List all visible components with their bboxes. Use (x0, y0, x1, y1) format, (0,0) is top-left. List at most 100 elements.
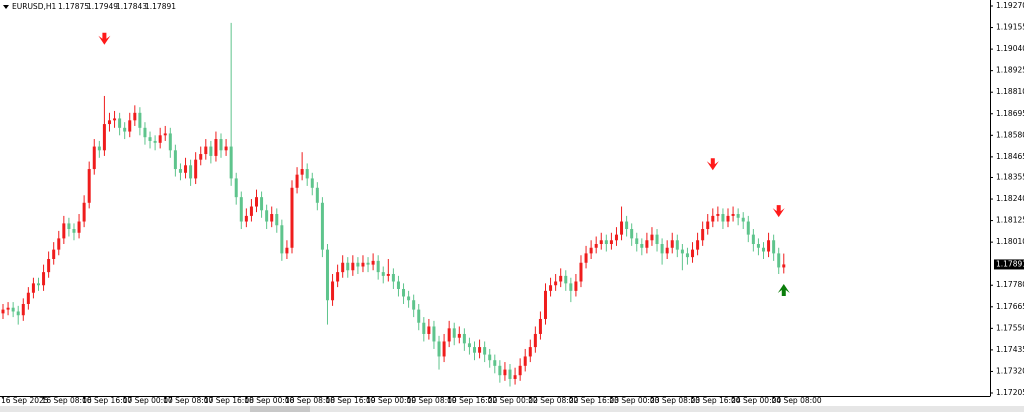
candle-body (92, 146, 96, 170)
candle-body (777, 253, 781, 268)
candle-body (579, 262, 583, 282)
candle-body (194, 159, 198, 179)
candle-body (275, 214, 279, 226)
x-tick-label: 19 Sep 08:00 (407, 396, 457, 405)
candle-body (153, 140, 157, 143)
candle-body (751, 234, 755, 245)
candle-body (554, 281, 558, 286)
x-tick-label: 23 Sep 08:00 (650, 396, 700, 405)
candle-body (107, 120, 111, 125)
candle-body (488, 354, 492, 361)
candle-body (731, 214, 735, 216)
candle-body (47, 259, 51, 273)
candle-body (620, 221, 624, 235)
y-tick-label: 1.18465 (996, 152, 1024, 161)
candle-body (447, 328, 451, 342)
candle-body (325, 249, 329, 301)
candle-body (483, 347, 487, 355)
candle-body (437, 341, 441, 357)
candle-body (726, 215, 730, 222)
candle-body (336, 272, 340, 282)
signal-arrow (98, 32, 111, 45)
y-tick-label: 1.17550 (996, 323, 1024, 332)
candle-body (594, 244, 598, 248)
y-tick-label: 1.18355 (996, 172, 1024, 181)
candle-body (280, 225, 284, 254)
candle-body (234, 178, 238, 198)
low-value: 1.17843 (116, 2, 147, 11)
x-tick-label: 16 Sep 2025 (1, 396, 49, 405)
candle-body (133, 112, 137, 121)
candle-body (57, 238, 61, 250)
candle-body (604, 240, 608, 245)
candle-body (402, 288, 406, 297)
x-tick-label: 23 Sep 16:00 (691, 396, 741, 405)
y-tick-label: 1.19155 (996, 23, 1024, 32)
last-price-tag (994, 259, 1024, 270)
candle-body (549, 285, 553, 291)
candle-body (528, 347, 532, 357)
candle-body (229, 146, 233, 179)
candle-body (609, 240, 613, 245)
candle-body (533, 333, 537, 348)
candle-body (36, 283, 40, 286)
y-tick-label: 1.18810 (996, 87, 1024, 96)
candle-body (320, 202, 324, 250)
x-tick-label: 22 Sep 00:00 (488, 396, 538, 405)
candle-body (478, 347, 482, 353)
candle-body (584, 253, 588, 263)
candle-body (589, 247, 593, 254)
candle-body (706, 221, 710, 230)
candle-body (503, 369, 507, 376)
x-tick-label: 18 Sep 00:00 (244, 396, 294, 405)
candle-body (204, 146, 208, 155)
candle-body (442, 341, 446, 357)
y-tick-label: 1.18580 (996, 130, 1024, 139)
candle-body (493, 360, 497, 366)
candle-body (305, 169, 309, 179)
candle-body (650, 234, 654, 241)
candle-body (462, 333, 466, 344)
candle-body (148, 137, 152, 141)
symbol: EURUSD,H1 (12, 2, 56, 11)
y-tick-label: 1.19040 (996, 44, 1024, 53)
candle-body (691, 249, 695, 258)
menu-icon[interactable] (3, 5, 9, 9)
y-tick-label: 1.18925 (996, 66, 1024, 75)
candle-body (396, 281, 400, 289)
candle-body (239, 197, 243, 222)
candle-body (660, 244, 664, 254)
candle-body (767, 240, 771, 252)
candle-body (143, 127, 147, 138)
scroll-bar[interactable] (0, 406, 1024, 412)
candle-body (675, 240, 679, 250)
y-tick-label: 1.17665 (996, 302, 1024, 311)
candle-body (270, 214, 274, 222)
y-tick-label: 1.18695 (996, 109, 1024, 118)
open-value: 1.17875 (58, 2, 89, 11)
candle-body (756, 244, 760, 248)
candle-body (599, 240, 603, 245)
candle-body (427, 326, 431, 334)
y-tick-label: 1.18240 (996, 194, 1024, 203)
x-tick-label: 19 Sep 00:00 (366, 396, 416, 405)
scroll-thumb[interactable] (250, 406, 310, 412)
signal-arrow (706, 158, 719, 171)
candle-body (407, 296, 411, 301)
candle-body (244, 215, 248, 222)
candle-body (569, 283, 573, 291)
candle-body (128, 120, 132, 132)
candle-body (432, 326, 436, 342)
candle-body (82, 202, 86, 222)
x-tick-label: 23 Sep 00:00 (609, 396, 659, 405)
candle-body (670, 240, 674, 248)
candle-body (163, 133, 167, 136)
candle-body (260, 197, 264, 211)
x-tick-label: 17 Sep 16:00 (204, 396, 254, 405)
last-price-label: 1.17891 (996, 259, 1024, 268)
candle-body (295, 174, 299, 188)
candle-body (42, 272, 46, 286)
candle-body (209, 146, 213, 156)
candle-body (102, 124, 106, 151)
candle-body (386, 273, 390, 276)
